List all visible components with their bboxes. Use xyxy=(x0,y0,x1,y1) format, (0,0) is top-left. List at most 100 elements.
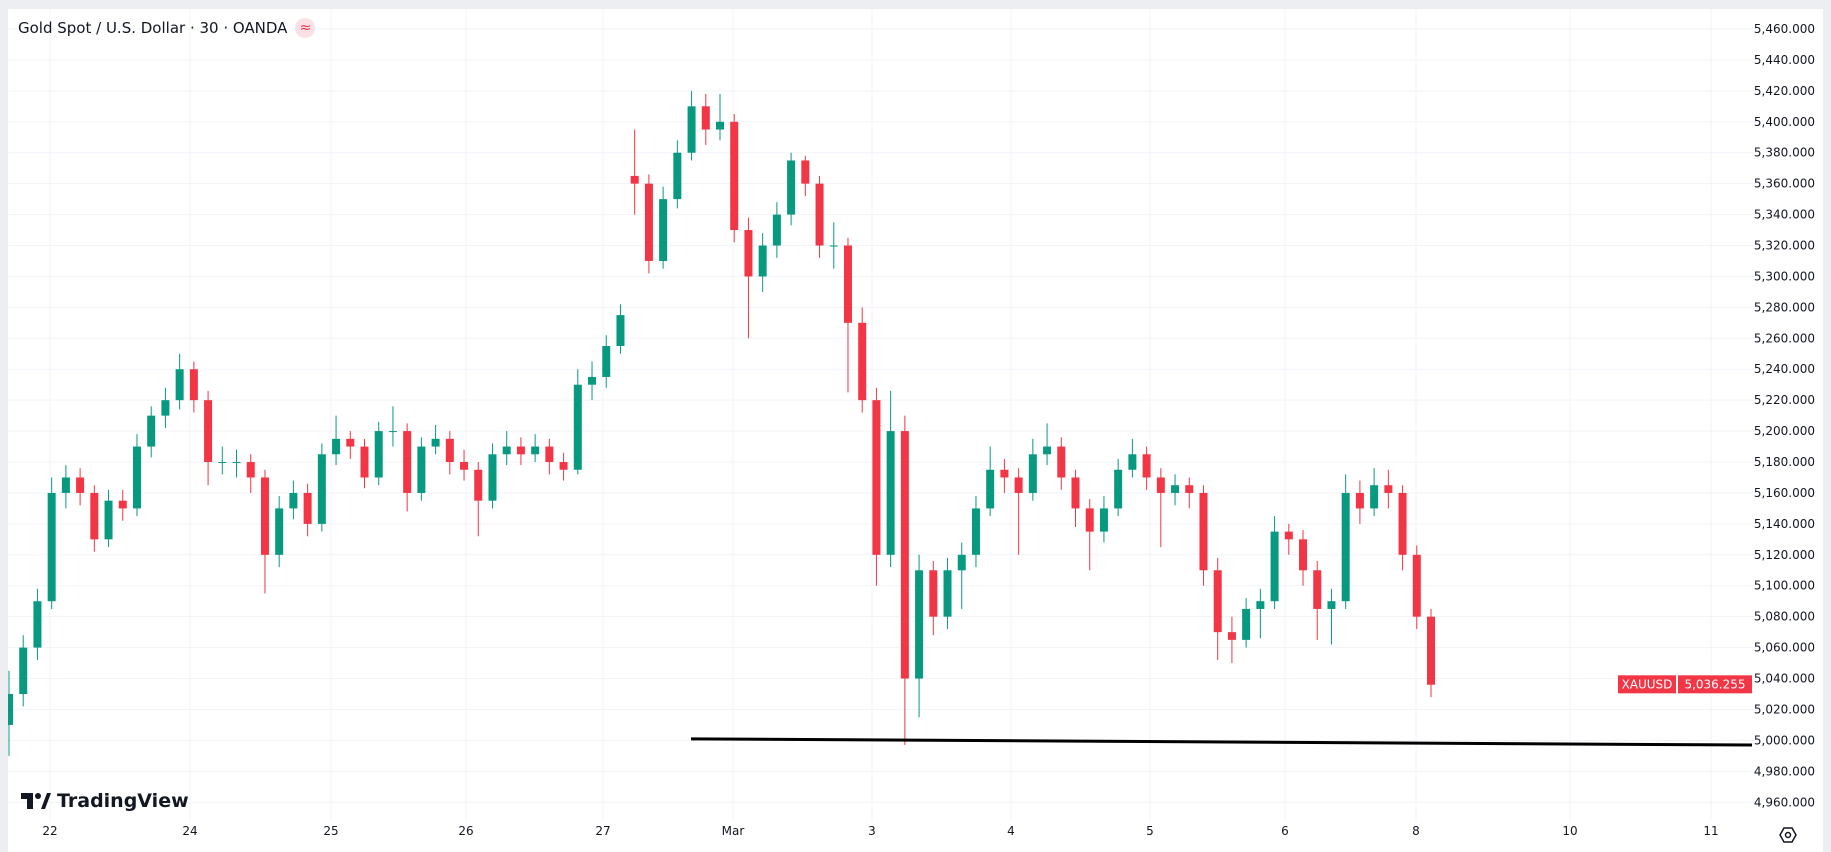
candle xyxy=(1199,485,1208,586)
candle xyxy=(204,390,213,486)
candle xyxy=(346,431,355,459)
candle xyxy=(118,489,127,521)
candle xyxy=(986,446,995,517)
candle-body xyxy=(986,469,995,509)
candle xyxy=(815,175,824,258)
candle-body xyxy=(33,601,42,648)
candle xyxy=(900,415,909,746)
candle-body xyxy=(90,492,99,540)
candle xyxy=(1000,458,1009,493)
candle-body xyxy=(403,431,412,493)
left-panel-border xyxy=(0,0,8,852)
candle xyxy=(360,438,369,489)
candle xyxy=(588,361,597,401)
candle xyxy=(33,588,42,660)
price-tick-label: 5,340.000 xyxy=(1754,208,1815,222)
candle xyxy=(8,670,13,756)
candle xyxy=(132,434,141,517)
candle-body xyxy=(730,121,739,231)
candle xyxy=(1014,468,1023,555)
date-tick-label: Mar xyxy=(722,824,745,838)
candle-body xyxy=(559,462,568,470)
date-tick-label: 8 xyxy=(1412,824,1420,838)
candle xyxy=(388,406,397,447)
candle xyxy=(772,202,781,258)
date-tick-label: 11 xyxy=(1703,824,1718,838)
candle xyxy=(332,415,341,466)
time-axis[interactable]: 22 24 25 26 27 Mar 3 4 5 6 8 10 11 xyxy=(42,824,1718,838)
candle-body xyxy=(531,446,540,455)
candle xyxy=(246,454,255,493)
candle xyxy=(1284,523,1293,555)
candle-body xyxy=(1384,485,1393,493)
candle-body xyxy=(1099,508,1108,532)
candle-body xyxy=(900,431,909,679)
candle xyxy=(971,496,980,568)
candle-body xyxy=(1085,508,1094,532)
candle-body xyxy=(1242,608,1251,640)
price-tick-label: 5,100.000 xyxy=(1754,579,1815,593)
tradingview-logo[interactable]: TradingView xyxy=(21,790,189,812)
candle-body xyxy=(474,469,483,501)
candle xyxy=(161,387,170,428)
candle xyxy=(559,452,568,481)
date-tick-label: 24 xyxy=(182,824,197,838)
candle xyxy=(943,557,952,630)
candle xyxy=(260,469,269,594)
candle xyxy=(758,233,767,292)
chart-legend: Gold Spot / U.S. Dollar · 30 · OANDA ≈ xyxy=(18,18,316,38)
candle-body xyxy=(1398,492,1407,555)
candle xyxy=(47,477,56,609)
candle xyxy=(76,468,85,506)
support-trendline[interactable] xyxy=(690,737,1753,747)
candle xyxy=(403,423,412,512)
candle-body xyxy=(431,438,440,447)
candle-body xyxy=(929,570,938,617)
candlestick-chart[interactable]: 5,460.000 5,440.000 5,420.000 5,400.000 5,38… xyxy=(8,9,1823,852)
candle xyxy=(1099,496,1108,543)
candle xyxy=(445,431,454,475)
candle-body xyxy=(1213,570,1222,633)
candle xyxy=(104,489,113,548)
price-tick-label: 5,260.000 xyxy=(1754,331,1815,345)
candle-body xyxy=(175,369,184,401)
candle xyxy=(317,443,326,532)
candle-body xyxy=(19,647,28,694)
candle-body xyxy=(772,214,781,246)
candle-body xyxy=(1156,477,1165,493)
candles xyxy=(8,90,1435,756)
candle xyxy=(1142,446,1151,490)
candle xyxy=(644,174,653,274)
candle-body xyxy=(161,400,170,416)
last-price-label: 5,036.255 xyxy=(1684,677,1745,691)
symbol-tag-bg xyxy=(1618,675,1676,694)
candle xyxy=(431,424,440,455)
candle-body xyxy=(1185,485,1194,493)
candle-body xyxy=(76,477,85,493)
candle xyxy=(19,635,28,707)
candle-body xyxy=(1014,477,1023,493)
price-tick-label: 5,060.000 xyxy=(1754,641,1815,655)
price-tick-label: 5,320.000 xyxy=(1754,239,1815,253)
date-tick-label: 6 xyxy=(1281,824,1289,838)
price-axis[interactable]: 5,460.000 5,440.000 5,420.000 5,400.000 5,38… xyxy=(1754,22,1815,809)
price-tick-label: 5,220.000 xyxy=(1754,393,1815,407)
candle-body xyxy=(1427,616,1435,685)
candle-body xyxy=(1327,601,1336,609)
candle-body xyxy=(1171,485,1180,493)
candle-body xyxy=(644,183,653,261)
price-tick-label: 5,460.000 xyxy=(1754,22,1815,36)
candle xyxy=(460,449,469,481)
right-scrollbar[interactable] xyxy=(1823,0,1831,852)
settings-icon[interactable] xyxy=(1778,825,1798,845)
candle xyxy=(275,496,284,568)
symbol-title[interactable]: Gold Spot / U.S. Dollar · 30 · OANDA xyxy=(18,19,288,37)
candle xyxy=(1227,616,1236,664)
symbol-tag: XAUUSD xyxy=(1622,677,1673,691)
candle-body xyxy=(758,245,767,277)
candle-body xyxy=(8,693,13,725)
trendline-layer[interactable] xyxy=(690,737,1753,747)
candle-body xyxy=(260,477,269,555)
market-status-icon[interactable]: ≈ xyxy=(295,18,316,38)
candle xyxy=(744,217,753,339)
